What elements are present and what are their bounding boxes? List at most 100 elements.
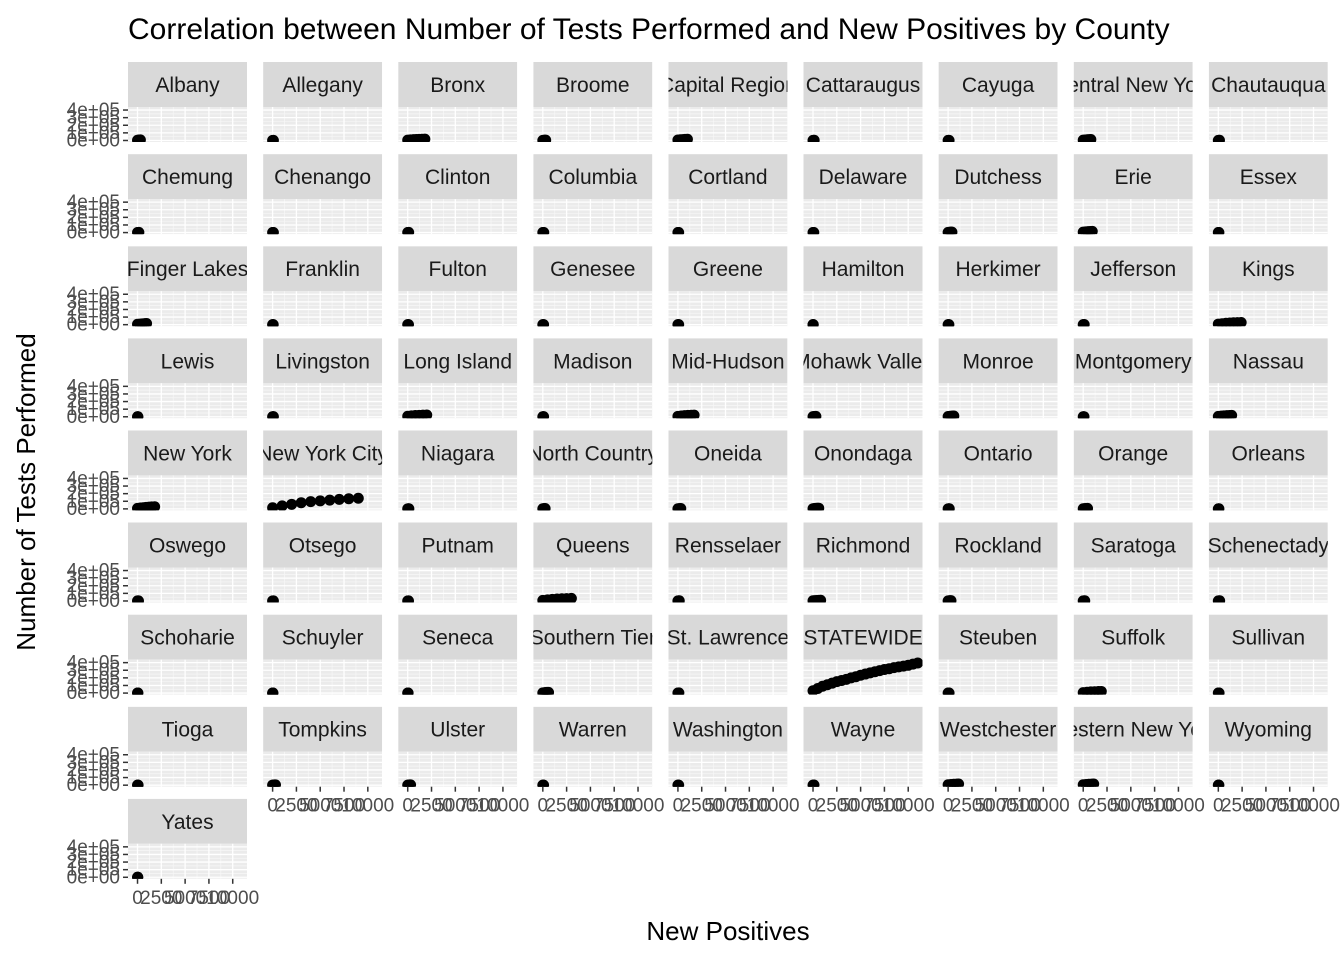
facet-strip — [1208, 430, 1328, 476]
plot-background — [533, 291, 653, 327]
x-tick-label: 2500 — [681, 796, 723, 817]
data-point — [539, 503, 551, 511]
x-tick-label: 5000 — [1110, 796, 1152, 817]
facet-panel: Erie — [1073, 154, 1193, 235]
data-point — [807, 319, 819, 327]
x-tick-label: 10000 — [747, 796, 800, 817]
facet-plot — [533, 107, 653, 142]
x-tick-label: 0 — [1078, 796, 1089, 817]
facet-label: Westchester — [940, 719, 1056, 742]
facet-strip — [398, 62, 518, 107]
facet-panel: Onondaga — [803, 430, 923, 511]
facet-label: Niagara — [421, 442, 495, 465]
facet-panel: Richmond — [803, 522, 923, 603]
facet-strip — [128, 338, 247, 384]
facet-strip — [803, 62, 923, 107]
facet-plot — [1208, 199, 1328, 235]
facet-plot — [803, 657, 923, 695]
facet-strip — [938, 154, 1058, 200]
facet-plot — [1073, 291, 1193, 327]
x-tick-label: 10000 — [882, 796, 935, 817]
data-point — [324, 494, 336, 506]
facet-strip — [398, 614, 518, 660]
data-point — [267, 502, 279, 511]
facet-label: Greene — [693, 258, 763, 281]
y-tick-label: 4e+05 — [67, 376, 120, 397]
plot-background — [938, 291, 1058, 327]
x-tick-label: 0 — [943, 796, 954, 817]
facet-strip — [398, 430, 518, 476]
facet-label: Schenectady — [1208, 535, 1330, 558]
facet-label: Montgomery — [1075, 350, 1192, 373]
facet-strip — [1073, 246, 1193, 292]
facet-strip — [938, 338, 1058, 384]
facet-strip — [263, 706, 383, 752]
data-point — [681, 133, 693, 142]
facet-strip — [668, 154, 788, 200]
x-tick-label: 10000 — [206, 888, 259, 909]
facet-plot — [803, 383, 923, 419]
plot-background — [533, 383, 653, 419]
facet-label: Kings — [1242, 258, 1295, 281]
facet-plot — [1073, 567, 1193, 603]
plot-background — [1073, 291, 1193, 327]
facet-plot — [398, 751, 518, 787]
x-tick-label: 7500 — [863, 796, 905, 817]
facet-plot — [1073, 659, 1193, 695]
facet-label: Chautauqua — [1211, 74, 1326, 97]
facet-label: Schoharie — [140, 627, 235, 650]
facet-label: Delaware — [819, 166, 908, 189]
facet-strip — [398, 154, 518, 200]
x-tick-label: 0 — [1213, 796, 1224, 817]
data-point — [132, 595, 144, 603]
facet-strip — [938, 522, 1058, 568]
facet-strip — [803, 154, 923, 200]
facet-panel: Long Island — [398, 338, 518, 419]
y-tick-label: 3e+05 — [67, 752, 120, 773]
plot-background — [938, 199, 1058, 235]
data-point — [133, 226, 145, 235]
facet-strip — [128, 154, 247, 200]
facet-plot — [128, 843, 247, 879]
y-tick-label: 3e+05 — [67, 568, 120, 589]
x-tick-label: 7500 — [188, 888, 230, 909]
plot-background — [1208, 567, 1328, 603]
data-point — [688, 409, 700, 419]
y-tick-label: 1e+05 — [67, 768, 120, 789]
facet-label: Ontario — [964, 442, 1033, 465]
facet-plot — [1073, 475, 1193, 511]
facet-strip — [938, 246, 1058, 292]
facet-label: Jefferson — [1090, 258, 1176, 281]
facet-plot — [803, 291, 923, 327]
plot-background — [398, 475, 518, 511]
facet-label: Ulster — [430, 719, 485, 742]
y-tick-label: 3e+05 — [67, 844, 120, 865]
data-point — [132, 779, 144, 787]
facet-label: Western New York — [1047, 719, 1220, 742]
plot-background — [533, 475, 653, 511]
facet-panel: Livingston — [263, 338, 383, 419]
facet-plot — [668, 107, 788, 142]
facet-plot — [1208, 475, 1328, 511]
facet-strip — [533, 154, 653, 200]
facet-panel: Allegany — [263, 62, 383, 142]
data-point — [267, 687, 279, 695]
plot-background — [398, 567, 518, 603]
facet-plot — [263, 107, 383, 142]
x-tick-label: 5000 — [1245, 796, 1287, 817]
data-point — [673, 779, 685, 787]
plot-background — [128, 107, 247, 142]
plot-background — [533, 107, 653, 142]
facet-panel: Sullivan — [1208, 614, 1328, 695]
facet-plot — [1208, 383, 1328, 419]
facet-plot — [938, 199, 1058, 235]
facet-plot — [1073, 751, 1193, 787]
facet-label: Genesee — [550, 258, 635, 281]
facet-plot — [398, 475, 518, 511]
facet-label: Albany — [155, 74, 220, 97]
facet-label: Orleans — [1232, 442, 1306, 465]
facet-plot — [398, 291, 518, 327]
